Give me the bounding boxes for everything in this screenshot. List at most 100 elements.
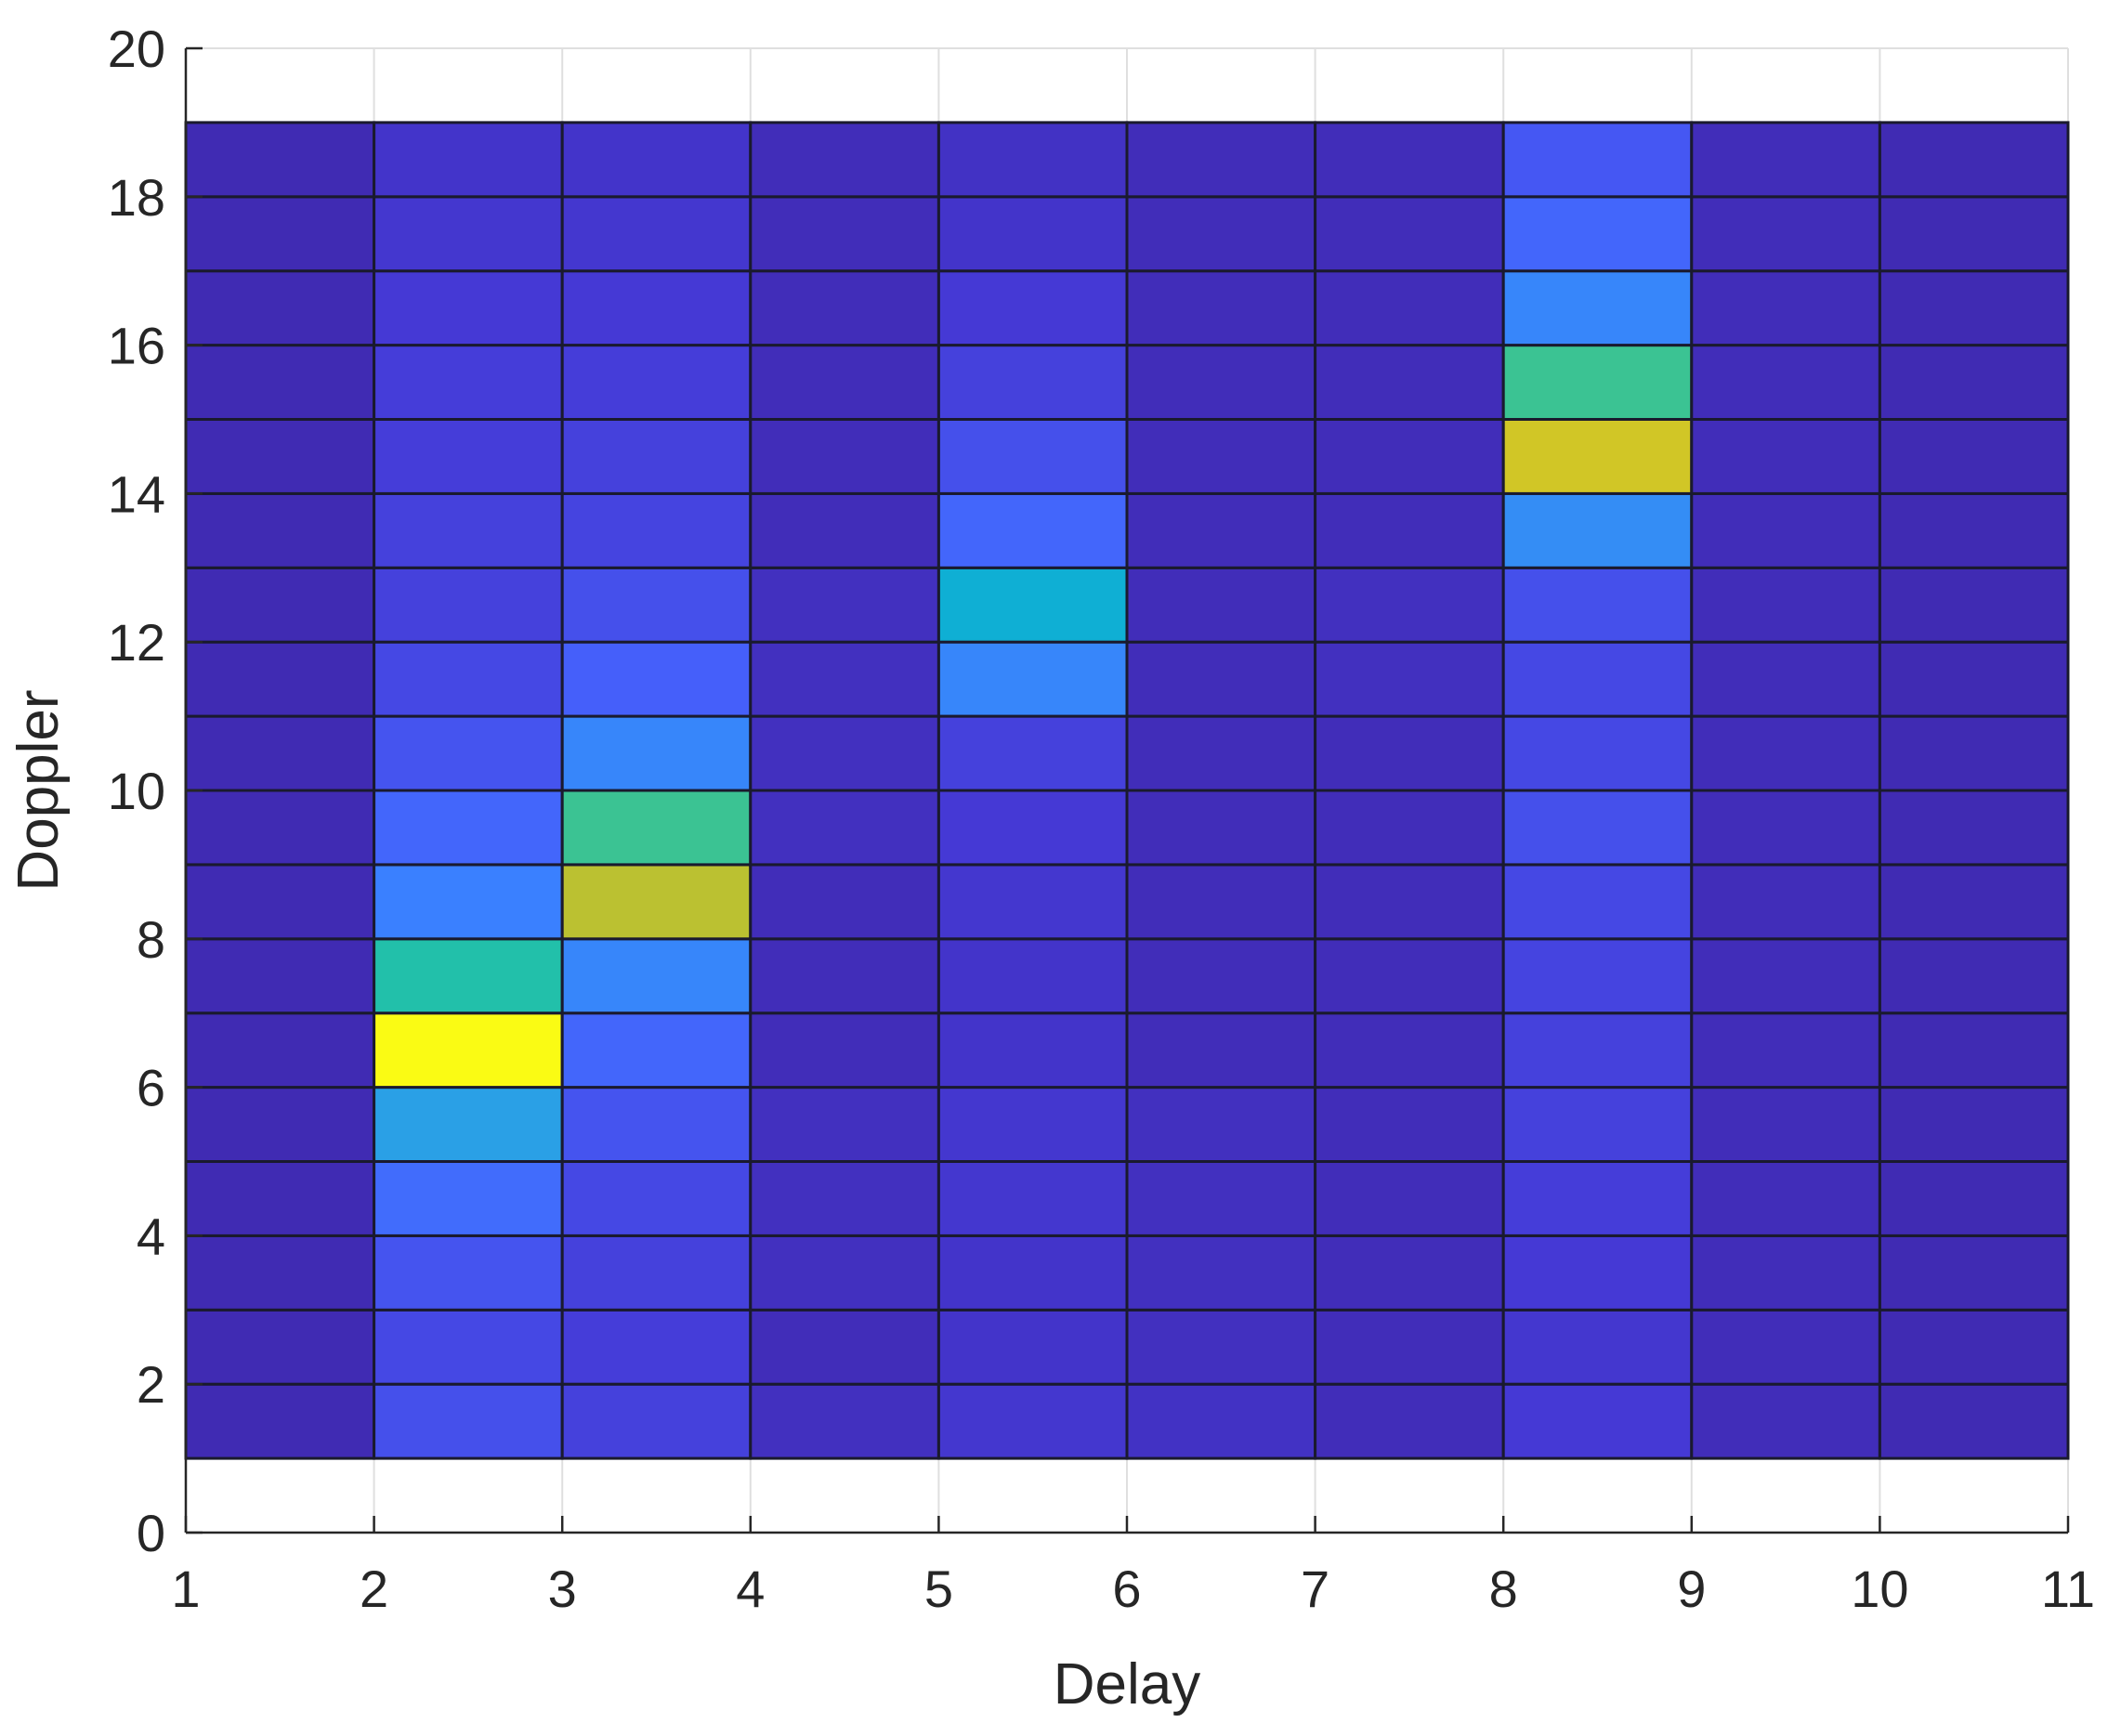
y-tick-label: 8 (137, 910, 165, 969)
heatmap-cell (1501, 121, 1694, 199)
y-tick-label: 20 (108, 20, 165, 78)
heatmap-cell (373, 418, 564, 495)
heatmap-cell (1125, 491, 1317, 569)
heatmap-cell (936, 344, 1129, 422)
heatmap-cell (1878, 344, 2070, 422)
heatmap-cell (749, 491, 940, 569)
heatmap-cell (1125, 863, 1317, 941)
heatmap-cell (749, 566, 940, 644)
heatmap-cell (1501, 418, 1694, 495)
heatmap-cell (560, 195, 753, 273)
heatmap-cell (1690, 1308, 1881, 1386)
heatmap-cell (1690, 640, 1881, 718)
heatmap-cell (936, 937, 1129, 1015)
heatmap-cell (1690, 1012, 1881, 1090)
heatmap-cell (936, 1382, 1129, 1460)
y-tick-label: 0 (137, 1504, 165, 1562)
heatmap-cell (184, 1160, 376, 1237)
heatmap-cell (936, 1160, 1129, 1237)
heatmap-cell (1878, 269, 2070, 347)
heatmap-cell (1878, 121, 2070, 199)
heatmap-cell (1878, 1382, 2070, 1460)
heatmap-cell (1501, 1308, 1694, 1386)
heatmap-cell (184, 1382, 376, 1460)
heatmap-cell (749, 1308, 940, 1386)
heatmap-cell (373, 121, 564, 199)
heatmap-cell (1501, 640, 1694, 718)
y-tick-label: 4 (137, 1207, 165, 1265)
heatmap-cell (184, 640, 376, 718)
heatmap-cell (1314, 863, 1505, 941)
heatmap-cell (1501, 1160, 1694, 1237)
heatmap-cell (184, 269, 376, 347)
heatmap-cell (184, 714, 376, 792)
heatmap-cell (1878, 863, 2070, 941)
heatmap-cell (373, 1382, 564, 1460)
x-tick-label: 7 (1301, 1560, 1329, 1618)
heatmap-cell (560, 269, 753, 347)
heatmap-cell (936, 121, 1129, 199)
heatmap-cell (1878, 195, 2070, 273)
heatmap-cell (184, 418, 376, 495)
heatmap-cell (1878, 566, 2070, 644)
heatmap-cell (749, 1160, 940, 1237)
heatmap-cell (1501, 566, 1694, 644)
heatmap-cell (1125, 640, 1317, 718)
heatmap-cell (749, 121, 940, 199)
heatmap-cell (1125, 1012, 1317, 1090)
heatmap-cell (1501, 714, 1694, 792)
heatmap-cell (184, 1086, 376, 1163)
heatmap-cell (560, 789, 753, 867)
x-tick-label: 11 (2041, 1560, 2095, 1618)
heatmap-cell (749, 937, 940, 1015)
heatmap-cell (1878, 1086, 2070, 1163)
heatmap-cell (936, 269, 1129, 347)
heatmap-cell (1314, 937, 1505, 1015)
heatmap-cell (1314, 714, 1505, 792)
heatmap-cell (373, 1086, 564, 1163)
x-tick-label: 9 (1677, 1560, 1706, 1618)
heatmap-cell (1690, 1086, 1881, 1163)
heatmap-cell (1501, 491, 1694, 569)
heatmap-cell (373, 1012, 564, 1090)
y-tick-label: 10 (108, 762, 165, 820)
heatmap-cell (936, 566, 1129, 644)
heatmap-cell (1690, 1382, 1881, 1460)
heatmap-cell (749, 1012, 940, 1090)
y-tick-label: 6 (137, 1059, 165, 1117)
heatmap-cell (1314, 344, 1505, 422)
heatmap-cell (1125, 1233, 1317, 1312)
heatmap-cell (560, 418, 753, 495)
heatmap-cell (373, 640, 564, 718)
heatmap-cell (749, 1233, 940, 1312)
heatmap-cell (1501, 269, 1694, 347)
heatmap-cell (1314, 1308, 1505, 1386)
heatmap-cell (1314, 1012, 1505, 1090)
heatmap-cell (749, 1086, 940, 1163)
heatmap-cell (373, 863, 564, 941)
heatmap-cell (1314, 1382, 1505, 1460)
heatmap-cell (1501, 1012, 1694, 1090)
heatmap-cell (936, 1233, 1129, 1312)
y-axis-label: Doppler (7, 689, 71, 891)
heatmap-cell (1878, 1012, 2070, 1090)
heatmap-cell (1501, 1086, 1694, 1163)
heatmap-cell (1690, 714, 1881, 792)
heatmap-cell (1501, 344, 1694, 422)
heatmap-cell (373, 789, 564, 867)
heatmap-cell (936, 195, 1129, 273)
heatmap-cell (184, 863, 376, 941)
heatmap-cell (560, 1160, 753, 1237)
heatmap-cell (1690, 195, 1881, 273)
heatmap-cell (1690, 491, 1881, 569)
heatmap-cell (1690, 269, 1881, 347)
heatmap-cell (1878, 937, 2070, 1015)
heatmap-cell (184, 1308, 376, 1386)
heatmap-cell (1878, 1160, 2070, 1237)
heatmap-cell (1690, 344, 1881, 422)
heatmap-cell (1690, 1160, 1881, 1237)
heatmap-cell (184, 344, 376, 422)
heatmap-cell (184, 1233, 376, 1312)
heatmap-cell (1314, 418, 1505, 495)
heatmap-cell (1314, 195, 1505, 273)
